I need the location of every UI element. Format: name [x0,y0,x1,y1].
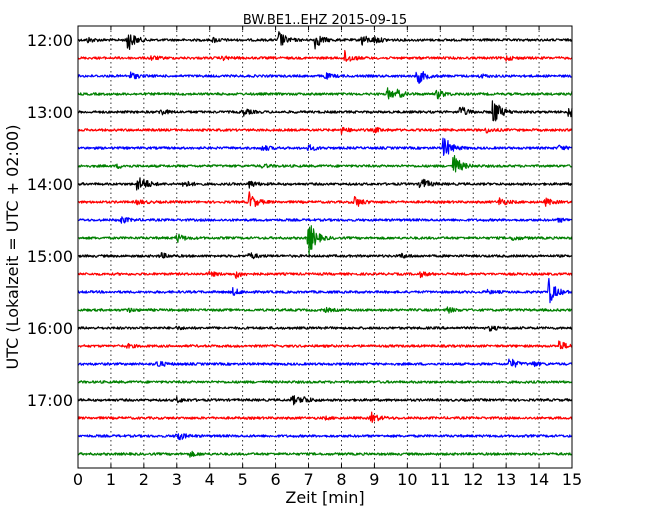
trace-1215 [77,49,573,62]
y-tick-label: 17:00 [27,391,73,410]
plot-frame [77,25,573,469]
y-tick-label: 14:00 [27,175,73,194]
x-tick-label: 1 [106,470,116,489]
chart-title: BW.BE1..EHZ 2015-09-15 [243,13,407,28]
x-tick-label: 14 [529,470,549,489]
trace-1500 [77,252,573,260]
trace-1615 [77,340,573,350]
trace-1700 [77,395,573,406]
trace-1330 [77,137,573,156]
x-tick-label: 11 [430,470,450,489]
y-tick-label: 15:00 [27,247,73,266]
x-tick-label: 15 [562,470,582,489]
trace-1345 [77,155,573,173]
x-tick-label: 10 [397,470,417,489]
x-tick-label: 4 [205,470,215,489]
x-tick-label: 3 [172,470,182,489]
grid-lines [110,26,540,468]
x-tick-label: 12 [463,470,483,489]
trace-1315 [77,126,573,135]
trace-1200 [77,31,573,51]
trace-1600 [77,325,573,332]
x-tick-label: 9 [369,470,379,489]
trace-1545 [77,306,573,314]
y-tick-label: 16:00 [27,319,73,338]
x-tick-label: 0 [73,470,83,489]
x-tick-label: 7 [303,470,313,489]
x-tick-labels: 0 1 2 3 4 5 6 7 8 9 10 11 12 13 14 15 [73,470,582,489]
y-axis-label: UTC (Lokalzeit = UTC + 02:00) [3,125,22,370]
trace-1530 [77,277,573,304]
x-tick-label: 6 [271,470,281,489]
x-tick-label: 2 [139,470,149,489]
trace-1415 [77,191,573,208]
y-tick-labels: 12:00 13:00 14:00 15:00 16:00 17:00 [27,31,73,410]
y-tick-label: 12:00 [27,31,73,50]
x-tick-label: 13 [496,470,516,489]
axis-ticks [77,26,573,468]
trace-1515 [77,270,573,279]
trace-1230 [77,70,573,84]
trace-1445 [77,225,573,257]
y-tick-label: 13:00 [27,103,73,122]
trace-1745 [77,450,573,458]
trace-1245 [77,87,573,100]
trace-1430 [77,216,573,224]
x-tick-label: 5 [238,470,248,489]
trace-1645 [77,380,573,384]
trace-1300 [77,100,573,122]
trace-1630 [77,358,573,368]
trace-1715 [77,411,573,423]
trace-1400 [77,177,573,191]
trace-1730 [77,433,573,441]
x-axis-label: Zeit [min] [285,488,364,507]
x-tick-label: 8 [336,470,346,489]
trace-layer [77,31,573,458]
